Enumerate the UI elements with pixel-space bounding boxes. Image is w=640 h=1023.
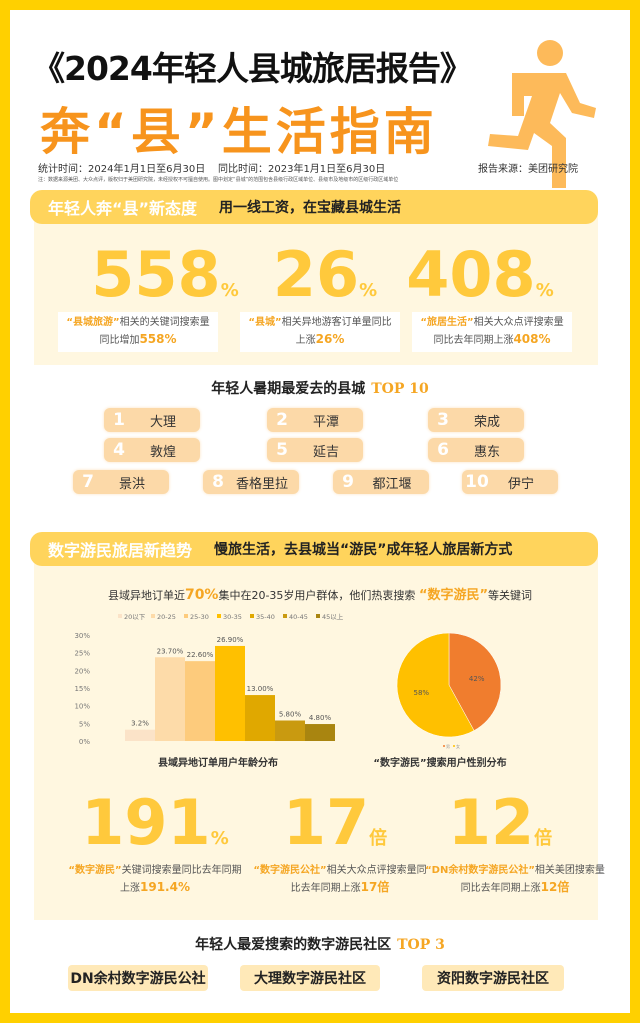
pie-chart-title: “数字游民”搜索用户性别分布 <box>373 756 506 769</box>
legend-swatch <box>250 614 254 618</box>
compare-period: 同比时间：2023年1月1日至6月30日 <box>218 164 386 175</box>
top10-title: 年轻人暑期最爱去的县城 TOP 10 <box>211 381 429 397</box>
legend-swatch <box>283 614 287 618</box>
bar <box>245 695 275 741</box>
data-label: 26.90% <box>217 636 244 644</box>
data-label: 22.60% <box>187 651 214 659</box>
top10-item[interactable]: 1 大理 <box>104 408 200 432</box>
y-tick-label: 5% <box>79 720 90 728</box>
bar <box>215 645 245 741</box>
data-label: 13.00% <box>247 685 274 693</box>
y-tick-label: 0% <box>79 738 90 746</box>
data-label: 3.2% <box>131 720 149 728</box>
bar <box>125 729 155 741</box>
top3-title: 年轻人最爱搜索的数字游民社区 TOP 3 <box>195 937 445 953</box>
y-tick-label: 10% <box>74 703 90 711</box>
stat-value: 558% <box>91 238 239 311</box>
legend-label: 男 <box>446 744 450 749</box>
bar <box>155 657 185 741</box>
data-label: 5.80% <box>279 711 302 719</box>
top10-item[interactable]: 10 伊宁 <box>462 470 558 494</box>
stat-value: 191% <box>81 786 229 859</box>
stat-description: “县城”相关异地游客订单量同比上涨26% <box>240 312 400 352</box>
legend-swatch <box>151 614 155 618</box>
bar <box>305 724 335 741</box>
section1-heading: 年轻人奔“县”新态度 <box>48 199 198 218</box>
stat-value: 17倍 <box>282 786 388 859</box>
top10-item[interactable]: 5 延吉 <box>267 438 363 462</box>
top3-item[interactable]: 大理数字游民社区 <box>240 965 380 991</box>
legend-label: 30-35 <box>223 613 242 621</box>
top10-item[interactable]: 3 荣成 <box>428 408 524 432</box>
section1-header: 年轻人奔“县”新态度 用一线工资，在宝藏县城生活 <box>30 190 598 224</box>
charts: 0% 5% 10% 15% 20% 25% 30% 20以下 3.2% 20-25 23.70% 25… <box>74 612 506 769</box>
legend-label: 40-45 <box>289 613 308 621</box>
legend-swatch <box>217 614 221 618</box>
stat-description: “旅居生活”相关大众点评搜索量同比去年同期上涨408% <box>412 312 572 352</box>
stat-description: “数字游民公社”相关大众点评搜索量同比去年同期上涨17倍 <box>253 865 427 894</box>
section2-header: 数字游民旅居新趋势 慢旅生活，去县城当“游民”成年轻人旅居新方式 <box>30 532 598 566</box>
legend-label: 女 <box>456 743 460 749</box>
top3-item[interactable]: DN余村数字游民公社 <box>68 965 208 991</box>
pie-slice <box>448 632 502 731</box>
y-tick-label: 25% <box>74 650 90 658</box>
legend-swatch <box>184 614 188 618</box>
legend-label: 20-25 <box>157 613 176 621</box>
section2-heading: 数字游民旅居新趋势 <box>48 541 193 560</box>
legend-label: 20以下 <box>124 613 146 621</box>
stat-description: “数字游民”关键词搜索量同比去年同期上涨191.4% <box>68 865 242 894</box>
bar-chart-title: 县域异地订单用户年龄分布 <box>158 756 278 769</box>
report-subtitle: 奔“县”生活指南 <box>40 103 438 161</box>
top10-item[interactable]: 8 香格里拉 <box>203 470 299 494</box>
legend-label: 25-30 <box>190 613 209 621</box>
bar <box>185 661 215 741</box>
top10-item[interactable]: 6 惠东 <box>428 438 524 462</box>
top10-item[interactable]: 4 敦煌 <box>104 438 200 462</box>
report-source: 报告来源：美团研究院 <box>478 164 578 175</box>
legend-label: 35-40 <box>256 613 275 621</box>
data-label: 23.70% <box>157 647 184 655</box>
legend-swatch <box>443 745 445 747</box>
section2-slogan: 慢旅生活，去县城当“游民”成年轻人旅居新方式 <box>214 542 513 558</box>
legend-label: 45以上 <box>322 612 344 621</box>
footnote: 注：数据来源美团、大众点评，版权归于美团研究院，未经授权不可擅自使用。图中划定“… <box>38 177 399 183</box>
top10-item[interactable]: 9 都江堰 <box>333 470 429 494</box>
top10-item[interactable]: 7 景洪 <box>73 470 169 494</box>
bar <box>275 720 305 741</box>
slice-label: 42% <box>469 675 485 683</box>
stat-value: 12倍 <box>447 786 553 859</box>
top3-item[interactable]: 资阳数字游民社区 <box>422 965 564 991</box>
stat-description: “DN余村数字游民公社”相关美团搜索量同比去年同期上涨12倍 <box>425 865 605 894</box>
data-label: 4.80% <box>309 714 332 722</box>
y-tick-label: 30% <box>74 632 90 640</box>
top10-item[interactable]: 2 平潭 <box>267 408 363 432</box>
stat-period: 统计时间：2024年1月1日至6月30日 <box>38 164 206 175</box>
running-person-icon <box>488 40 596 188</box>
pie-slice <box>396 632 475 738</box>
report-title: 《2024年轻人县城旅居报告》 <box>32 49 473 88</box>
section2-lead: 县域异地订单近70%集中在20-35岁用户群体，他们热衷搜索 “数字游民”等关键… <box>107 587 533 603</box>
stat-value: 408% <box>406 238 554 311</box>
legend-swatch <box>316 614 320 618</box>
y-tick-label: 20% <box>74 667 90 675</box>
stat-value: 26% <box>272 238 378 311</box>
section1-slogan: 用一线工资，在宝藏县城生活 <box>219 200 402 216</box>
legend-swatch <box>453 745 455 747</box>
stat-description: “县城旅游”相关的关键词搜索量同比增加558% <box>58 312 218 352</box>
slice-label: 58% <box>414 689 430 697</box>
legend-swatch <box>118 614 122 618</box>
y-tick-label: 15% <box>74 685 90 693</box>
